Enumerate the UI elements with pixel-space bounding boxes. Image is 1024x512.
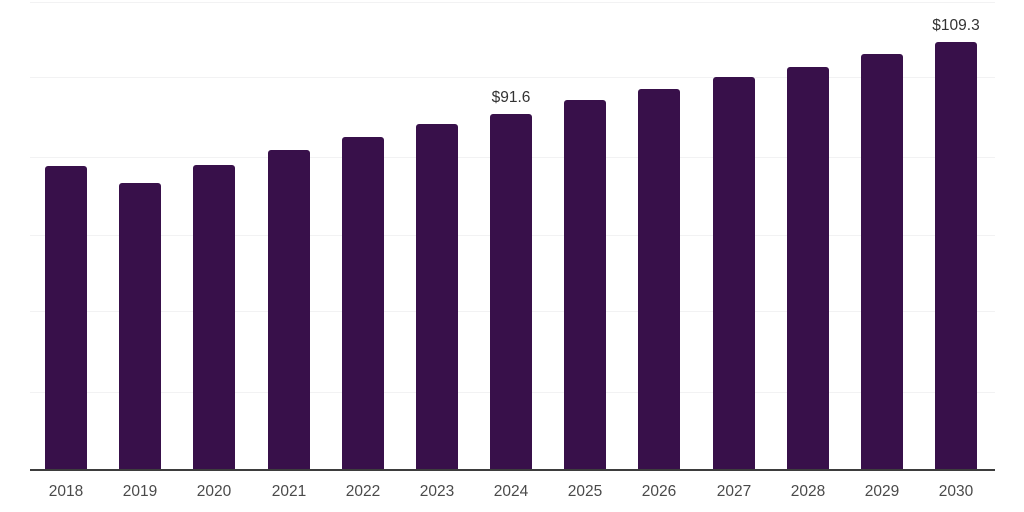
x-axis-line: [30, 469, 995, 471]
bar-2030[interactable]: [935, 42, 977, 469]
gridline: [30, 77, 995, 78]
bar-2023[interactable]: [416, 124, 458, 469]
bar-2021[interactable]: [268, 150, 310, 469]
x-tick-2018: 2018: [48, 483, 84, 500]
x-tick-2026: 2026: [641, 483, 677, 500]
bar-value-label-2030: $109.3: [932, 17, 980, 34]
bar-value-label-2024: $91.6: [491, 89, 531, 106]
bar-2027[interactable]: [713, 77, 755, 469]
x-tick-2029: 2029: [864, 483, 900, 500]
bar-2019[interactable]: [119, 183, 161, 469]
bar-2018[interactable]: [45, 166, 87, 469]
x-tick-2022: 2022: [345, 483, 381, 500]
x-tick-2023: 2023: [419, 483, 455, 500]
bar-2029[interactable]: [861, 54, 903, 469]
x-tick-2019: 2019: [122, 483, 158, 500]
bar-2020[interactable]: [193, 165, 235, 469]
gridline: [30, 2, 995, 3]
x-tick-2025: 2025: [567, 483, 603, 500]
bar-2026[interactable]: [638, 89, 680, 469]
x-tick-2024: 2024: [493, 483, 529, 500]
bar-2024[interactable]: [490, 114, 532, 469]
x-tick-2030: 2030: [938, 483, 974, 500]
bar-2022[interactable]: [342, 137, 384, 469]
bar-2028[interactable]: [787, 67, 829, 469]
x-tick-2020: 2020: [196, 483, 232, 500]
x-tick-2028: 2028: [790, 483, 826, 500]
bar-2025[interactable]: [564, 100, 606, 469]
x-tick-2027: 2027: [716, 483, 752, 500]
x-tick-2021: 2021: [271, 483, 307, 500]
